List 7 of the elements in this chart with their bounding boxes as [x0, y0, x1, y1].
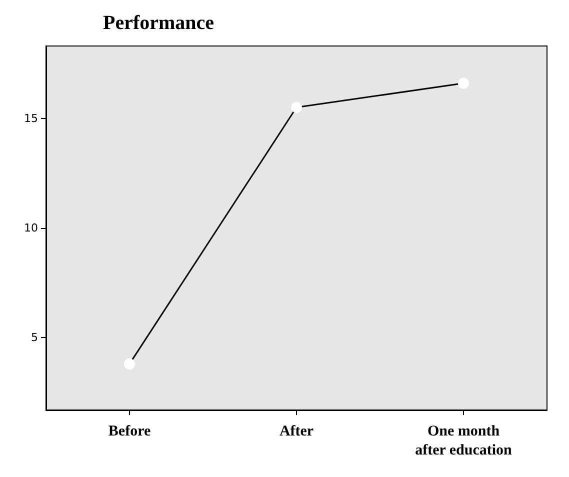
y-tick-label: 15	[24, 112, 38, 125]
x-tick-label: One month after education	[415, 424, 513, 458]
y-tick-label: 10	[24, 222, 38, 234]
chart-title: Performance	[103, 12, 214, 34]
x-tick-label: After	[279, 424, 314, 440]
y-tick-label: 5	[31, 331, 38, 344]
x-tick-label: Before	[108, 424, 151, 440]
